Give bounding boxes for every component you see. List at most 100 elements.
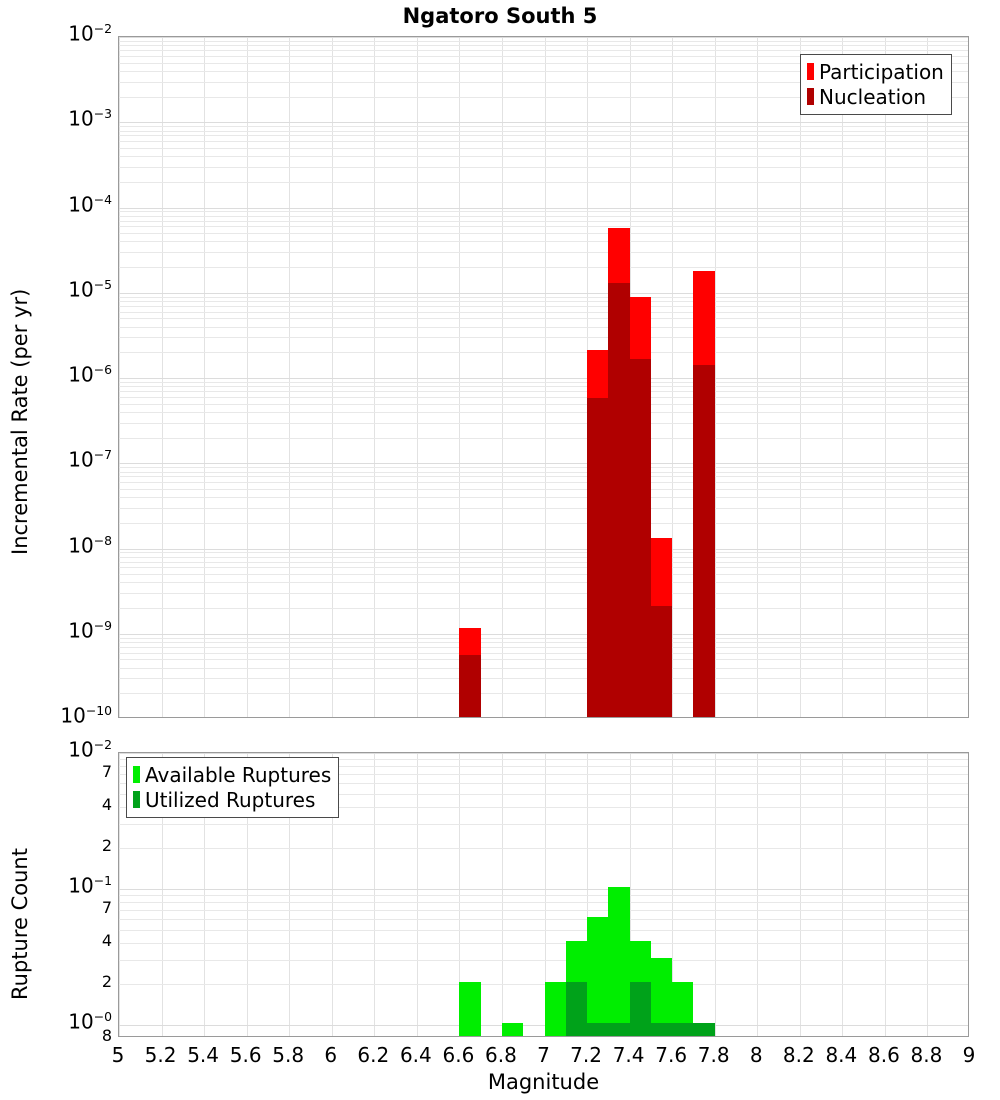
x-tick-label: 9 xyxy=(962,1043,976,1067)
gridline-horizontal xyxy=(119,983,968,985)
gridline-vertical xyxy=(757,37,759,717)
gridline-horizontal xyxy=(119,753,968,754)
gridline-horizontal xyxy=(119,122,968,124)
bar-group xyxy=(693,753,715,1036)
gridline-horizontal xyxy=(119,45,968,47)
bar-segment-available xyxy=(459,981,481,1036)
x-tick-label: 7 xyxy=(537,1043,550,1067)
y-tick-label: 8 xyxy=(101,1026,112,1045)
bar-group xyxy=(587,753,609,1036)
y-tick-label: 10−8 xyxy=(68,532,112,558)
gridline-horizontal xyxy=(119,352,968,354)
gridline-horizontal xyxy=(119,548,968,550)
gridline-horizontal xyxy=(119,70,968,72)
bar-group xyxy=(459,753,481,1036)
y-tick-label: 10−1 xyxy=(68,872,112,898)
x-tick-label: 5.8 xyxy=(272,1043,305,1067)
gridline-vertical xyxy=(672,37,674,717)
y-axis-title-bottom: Rupture Count xyxy=(8,848,32,1000)
bar-segment-nucleation xyxy=(587,398,609,717)
gridline-horizontal xyxy=(119,678,968,680)
bar-group xyxy=(587,37,609,717)
gridline-vertical xyxy=(714,753,716,1036)
legend-item[interactable]: Utilized Ruptures xyxy=(133,787,331,812)
bar-segment-utilized xyxy=(650,1022,673,1036)
bar-group xyxy=(672,753,694,1036)
gridline-horizontal xyxy=(119,241,968,243)
gridline-horizontal xyxy=(119,467,968,469)
gridline-horizontal xyxy=(119,652,968,654)
legend-swatch-icon xyxy=(133,766,140,783)
x-tick-label: 7.6 xyxy=(655,1043,688,1067)
y-tick-label: 10−6 xyxy=(68,362,112,387)
legend-item[interactable]: Nucleation xyxy=(807,84,944,109)
bars-incremental-rate xyxy=(119,37,968,717)
legend-label: Available Ruptures xyxy=(145,762,332,787)
gridline-vertical xyxy=(161,753,163,1036)
gridline-vertical xyxy=(374,37,376,717)
gridline-vertical xyxy=(757,753,759,1036)
gridline-horizontal xyxy=(119,848,968,849)
gridline-vertical xyxy=(204,37,206,717)
gridline-vertical xyxy=(331,37,333,717)
gridline-vertical xyxy=(119,37,120,717)
gridline-horizontal xyxy=(119,411,968,413)
gridline-horizontal xyxy=(119,552,968,554)
gridline-horizontal xyxy=(119,437,968,439)
gridline-vertical xyxy=(842,37,844,717)
gridline-horizontal xyxy=(119,311,968,313)
gridline-horizontal xyxy=(119,422,968,424)
bar-segment-utilized xyxy=(608,1022,630,1036)
gridline-horizontal xyxy=(119,642,968,643)
gridline-horizontal xyxy=(119,929,968,931)
gridline-vertical xyxy=(544,753,546,1036)
y-tick-label: 7 xyxy=(101,762,112,782)
gridline-horizontal xyxy=(119,215,968,217)
gridline-vertical xyxy=(204,753,206,1036)
gridline-vertical xyxy=(927,37,929,717)
gridline-vertical xyxy=(459,753,461,1036)
gridline-horizontal xyxy=(119,318,968,320)
x-tick-label: 7.4 xyxy=(612,1043,645,1067)
legend-item[interactable]: Available Ruptures xyxy=(133,762,331,787)
bar-segment-utilized xyxy=(565,981,588,1036)
bar-segment-available xyxy=(650,957,673,1036)
gridline-vertical xyxy=(799,753,801,1036)
gridline-horizontal xyxy=(119,81,968,83)
gridline-vertical xyxy=(416,37,418,717)
gridline-horizontal xyxy=(119,207,968,209)
x-tick-label: 6.4 xyxy=(399,1043,432,1067)
gridlines-bottom xyxy=(119,753,968,1036)
x-tick-label: 7.2 xyxy=(570,1043,602,1067)
gridline-horizontal xyxy=(119,391,968,393)
x-tick-label: 5 xyxy=(111,1043,125,1067)
gridline-horizontal xyxy=(119,793,968,795)
y-tick-label: 10−4 xyxy=(68,191,112,217)
gridline-horizontal xyxy=(119,608,968,610)
x-tick-label: 8.2 xyxy=(782,1043,815,1067)
gridline-vertical xyxy=(842,753,844,1036)
y-tick-label: 4 xyxy=(101,931,112,950)
x-tick-label: 6.6 xyxy=(442,1043,475,1067)
legend-rupture-count: Available Ruptures Utilized Ruptures xyxy=(126,757,340,818)
bar-group xyxy=(501,753,524,1036)
gridline-horizontal xyxy=(119,147,968,149)
bar-segment-available xyxy=(501,1022,524,1036)
gridline-horizontal xyxy=(119,888,968,890)
gridline-vertical xyxy=(416,753,418,1036)
legend-label: Participation xyxy=(819,59,944,84)
gridline-horizontal xyxy=(119,220,968,222)
gridline-horizontal xyxy=(119,386,968,388)
gridline-vertical xyxy=(374,753,376,1036)
gridline-horizontal xyxy=(119,902,968,904)
gridline-vertical xyxy=(927,753,929,1036)
gridline-vertical xyxy=(501,37,503,717)
x-tick-label: 8 xyxy=(749,1043,763,1067)
x-tick-label: 5.4 xyxy=(187,1043,219,1067)
gridline-horizontal xyxy=(119,50,968,52)
x-tick-label: 5.6 xyxy=(229,1043,262,1067)
gridline-vertical xyxy=(246,37,248,717)
gridline-horizontal xyxy=(119,337,968,339)
legend-item[interactable]: Participation xyxy=(807,59,944,84)
